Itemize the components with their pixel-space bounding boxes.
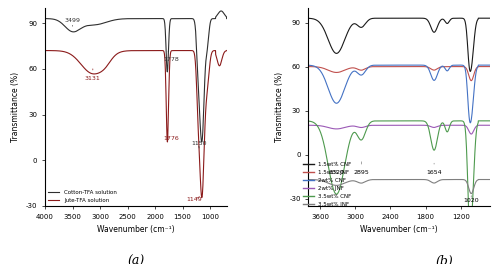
X-axis label: Wavenumber (cm⁻¹): Wavenumber (cm⁻¹) — [97, 225, 174, 234]
Jute-TFA solution — [46, 49, 52, 52]
Cotton-TFA solution — [218, 10, 224, 13]
Text: 3499: 3499 — [64, 18, 80, 26]
X-axis label: Wavenumber (cm⁻¹): Wavenumber (cm⁻¹) — [360, 225, 438, 234]
Cotton-TFA solution — [198, 140, 204, 144]
Cotton-TFA solution — [58, 22, 64, 25]
Jute-TFA solution — [117, 51, 123, 54]
Legend: 1.5wt% CNF, 1.5wt% JNF, 2wt% CNF, 2wt% JNF, 3.5wt% CNF, 3.5wt% JNF: 1.5wt% CNF, 1.5wt% JNF, 2wt% CNF, 2wt% J… — [300, 160, 354, 209]
Jute-TFA solution — [178, 49, 184, 52]
Y-axis label: Transmittance (%): Transmittance (%) — [12, 72, 20, 142]
Text: 3131: 3131 — [85, 69, 100, 81]
Jute-TFA solution — [182, 49, 188, 52]
Jute-TFA solution — [58, 50, 64, 53]
Y-axis label: Transmittance (%): Transmittance (%) — [274, 72, 283, 142]
Cotton-TFA solution — [117, 18, 123, 21]
Text: 1778: 1778 — [163, 52, 178, 62]
Legend: Cotton-TFA solution, Jute-TFA solution: Cotton-TFA solution, Jute-TFA solution — [46, 187, 119, 205]
Line: Jute-TFA solution: Jute-TFA solution — [45, 51, 226, 197]
Text: 2895: 2895 — [354, 162, 370, 175]
Line: Cotton-TFA solution: Cotton-TFA solution — [45, 11, 226, 142]
Text: (b): (b) — [436, 255, 454, 264]
Text: 1654: 1654 — [426, 163, 442, 175]
Text: 1020: 1020 — [464, 196, 479, 202]
Jute-TFA solution — [54, 49, 60, 52]
Cotton-TFA solution — [224, 17, 230, 20]
Text: 1149: 1149 — [186, 197, 202, 202]
Cotton-TFA solution — [42, 17, 48, 20]
Text: 3320: 3320 — [328, 162, 344, 175]
Text: (a): (a) — [127, 255, 144, 264]
Text: 1150: 1150 — [191, 141, 206, 148]
Cotton-TFA solution — [46, 17, 52, 20]
Cotton-TFA solution — [54, 19, 60, 22]
Jute-TFA solution — [224, 49, 230, 52]
Cotton-TFA solution — [182, 17, 188, 20]
Jute-TFA solution — [199, 196, 205, 199]
Cotton-TFA solution — [178, 17, 184, 20]
Text: 1776: 1776 — [163, 136, 179, 142]
Jute-TFA solution — [42, 49, 48, 52]
